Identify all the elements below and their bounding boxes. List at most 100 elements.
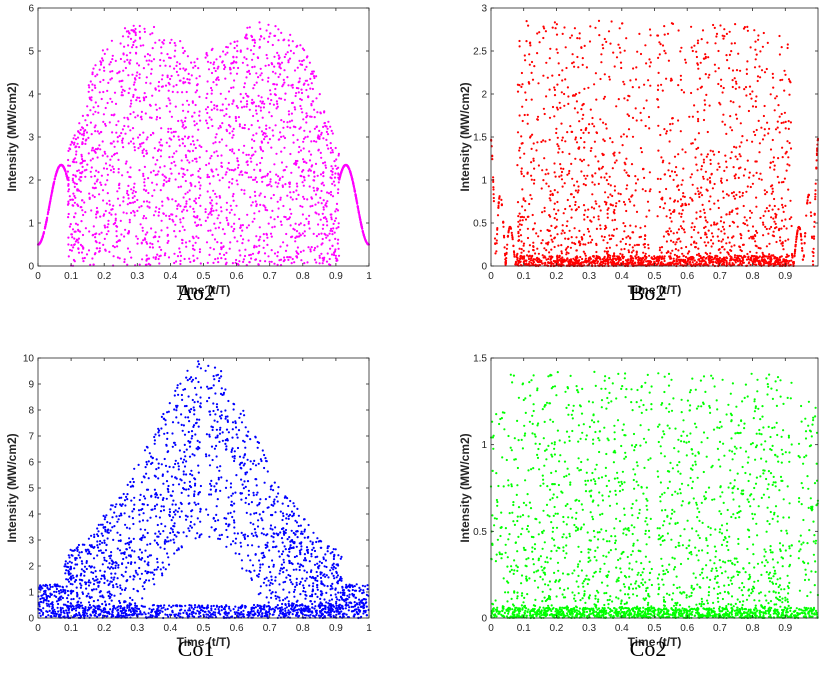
data-point xyxy=(672,257,675,260)
data-point xyxy=(124,66,127,70)
data-point xyxy=(518,212,521,215)
data-point xyxy=(146,205,149,208)
data-point xyxy=(295,86,298,90)
data-point xyxy=(257,263,260,266)
data-point xyxy=(602,121,605,124)
data-point xyxy=(226,219,229,222)
data-point xyxy=(276,263,279,266)
data-point xyxy=(236,166,240,169)
data-point xyxy=(308,227,311,230)
data-point xyxy=(119,57,122,61)
data-point xyxy=(803,241,806,245)
data-point xyxy=(667,233,671,236)
data-point xyxy=(329,247,332,250)
data-point xyxy=(682,228,686,231)
data-point xyxy=(752,258,755,261)
data-point xyxy=(604,123,607,126)
data-point xyxy=(229,125,232,128)
data-point xyxy=(233,236,236,239)
data-point xyxy=(643,238,647,241)
data-point xyxy=(269,180,272,183)
data-point xyxy=(587,131,590,134)
data-point xyxy=(252,153,255,156)
data-point xyxy=(642,251,645,254)
data-point xyxy=(283,98,286,101)
data-point xyxy=(730,249,733,252)
data-point xyxy=(567,261,570,265)
data-point xyxy=(73,182,76,185)
data-point xyxy=(238,125,241,128)
data-point xyxy=(288,57,292,60)
data-point xyxy=(698,262,702,265)
data-point xyxy=(567,102,570,105)
data-point xyxy=(174,105,177,108)
data-point xyxy=(292,227,295,230)
data-point xyxy=(179,254,183,257)
data-point xyxy=(717,239,720,242)
data-point xyxy=(702,256,705,259)
data-point xyxy=(269,216,272,219)
data-point xyxy=(259,27,262,30)
data-point xyxy=(733,145,736,148)
data-point xyxy=(691,199,694,202)
data-point xyxy=(250,34,253,38)
data-point xyxy=(781,244,784,247)
data-point xyxy=(678,261,681,264)
data-point xyxy=(814,193,817,196)
data-point xyxy=(698,77,702,80)
data-point xyxy=(772,230,775,233)
data-point xyxy=(249,196,252,199)
data-point xyxy=(191,115,194,118)
data-point xyxy=(267,222,270,225)
data-point xyxy=(718,248,721,251)
data-point xyxy=(717,82,720,86)
data-point xyxy=(742,204,745,208)
data-point xyxy=(782,121,785,124)
data-point xyxy=(672,210,675,213)
data-point xyxy=(578,37,581,40)
data-point xyxy=(729,255,732,258)
data-point xyxy=(749,46,752,49)
data-point xyxy=(533,178,536,182)
data-point xyxy=(613,218,617,221)
data-point xyxy=(548,138,551,141)
data-point xyxy=(260,72,263,75)
data-point xyxy=(290,112,293,115)
data-point xyxy=(264,260,267,263)
data-point xyxy=(252,87,255,90)
data-point xyxy=(532,142,535,145)
data-point xyxy=(106,101,109,105)
data-point xyxy=(263,204,266,207)
data-point xyxy=(357,210,360,214)
data-point xyxy=(593,83,596,86)
data-point xyxy=(102,66,106,69)
data-point xyxy=(250,138,254,141)
data-point xyxy=(736,212,739,215)
data-point xyxy=(560,170,564,174)
data-point xyxy=(498,195,501,198)
data-point xyxy=(670,22,674,25)
data-point xyxy=(681,148,684,151)
data-point xyxy=(94,252,97,255)
data-point xyxy=(630,195,633,198)
data-point xyxy=(649,263,652,266)
data-point xyxy=(206,122,209,125)
data-point xyxy=(232,60,236,63)
data-point xyxy=(675,166,678,169)
data-point xyxy=(570,130,573,133)
data-point xyxy=(92,106,95,109)
data-point xyxy=(215,150,218,153)
data-point xyxy=(322,206,325,209)
data-point xyxy=(812,237,816,240)
data-point xyxy=(728,224,731,228)
data-point xyxy=(97,111,100,114)
data-point xyxy=(688,261,691,264)
data-point xyxy=(127,193,130,197)
data-point xyxy=(82,134,85,137)
data-point xyxy=(780,242,783,245)
data-point xyxy=(95,210,98,213)
data-point xyxy=(582,233,586,236)
data-point xyxy=(195,160,198,163)
data-point xyxy=(86,124,89,127)
data-point xyxy=(731,209,734,212)
